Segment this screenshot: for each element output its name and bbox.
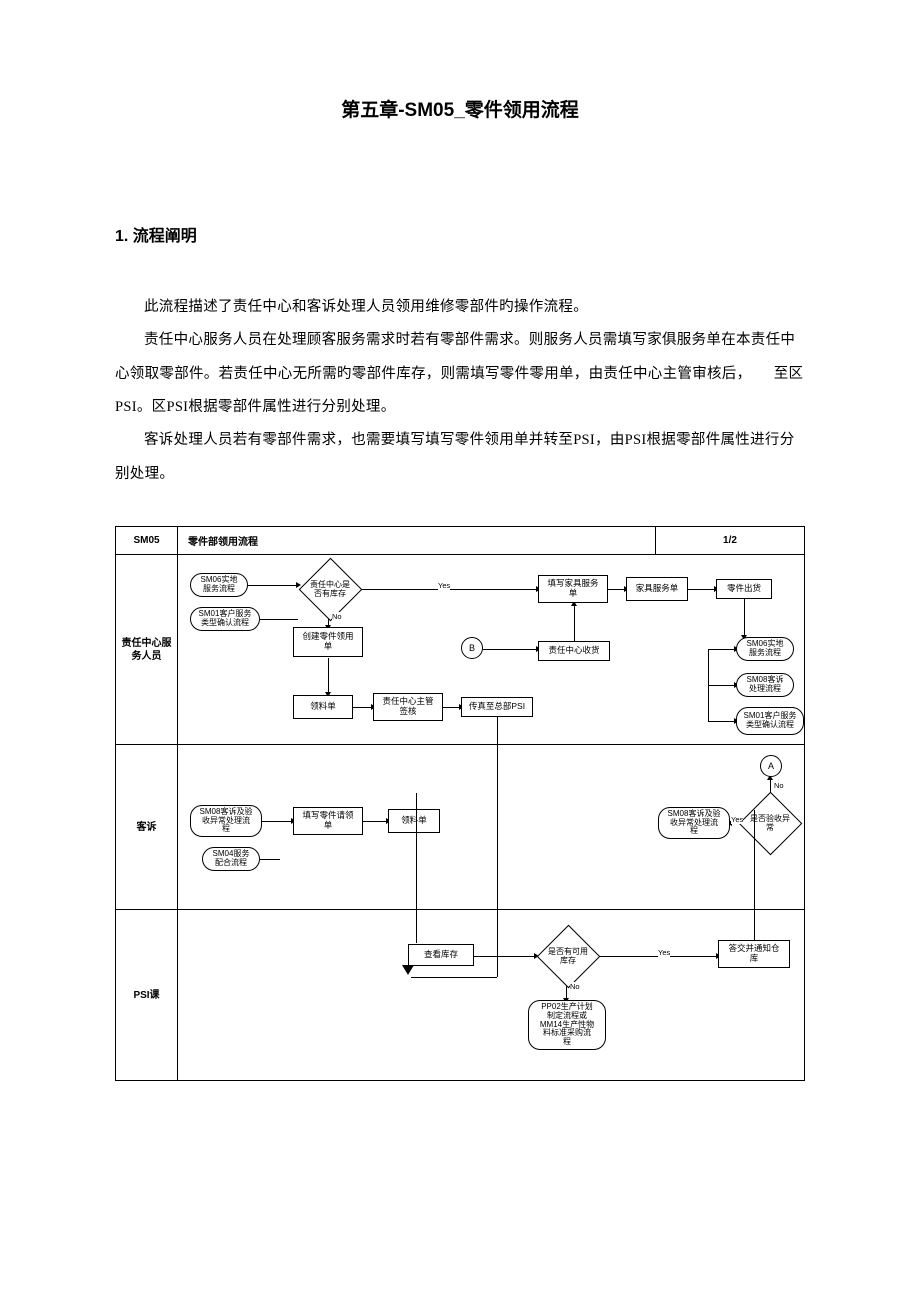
cross-lane-arrow bbox=[497, 717, 498, 977]
process-node: 零件出货 bbox=[716, 579, 772, 599]
flowchart-header: SM05 零件部领用流程 1/2 bbox=[116, 527, 804, 555]
arrow-line bbox=[708, 649, 736, 650]
arrow-line bbox=[248, 585, 298, 586]
arrow-label: Yes bbox=[731, 815, 743, 824]
flowchart-header-page: 1/2 bbox=[656, 527, 804, 554]
arrow-line bbox=[260, 859, 280, 860]
process-ref: SM01客户服务 类型确认流程 bbox=[190, 607, 260, 631]
process-node: 领料单 bbox=[388, 809, 440, 833]
arrow-line bbox=[708, 721, 736, 722]
paragraph-3: 客诉处理人员若有零部件需求，也需要填写填写零件领用单并转至PSI，由PSI根据零… bbox=[115, 424, 805, 491]
decision-node: 是否验收异 常 bbox=[738, 803, 802, 845]
process-ref: SM06实地 服务流程 bbox=[736, 637, 794, 661]
arrow-label: No bbox=[774, 781, 784, 790]
process-ref: PP02生产计划 制定流程或 MM14生产性物 料标准采购流 程 bbox=[528, 1000, 606, 1050]
flowchart: SM05 零件部领用流程 1/2 责任中心服 务人员SM06实地 服务流程SM0… bbox=[115, 526, 805, 1081]
process-ref: SM06实地 服务流程 bbox=[190, 573, 248, 597]
arrow-label: No bbox=[570, 982, 580, 991]
cross-lane-arrow bbox=[416, 793, 417, 943]
process-node: 传真至总部PSI bbox=[461, 697, 533, 717]
process-ref: SM08客诉及验 收异常处理流 程 bbox=[658, 807, 730, 839]
connector-circle: A bbox=[760, 755, 782, 777]
decision-node: 责任中心是 否有库存 bbox=[298, 569, 362, 611]
cross-lane-arrow bbox=[754, 810, 755, 940]
arrow-line bbox=[688, 589, 716, 590]
flowchart-lane-2: PSI课 PP02生产计划 制定流程或 MM14生产性物 料标准采购流 程 查看库存… bbox=[116, 910, 804, 1080]
arrow-line bbox=[262, 821, 293, 822]
lane-body: PP02生产计划 制定流程或 MM14生产性物 料标准采购流 程 查看库存 答交并通… bbox=[178, 910, 804, 1080]
paragraph-2: 责任中心服务人员在处理顾客服务需求时若有零部件需求。则服务人员需填写家俱服务单在… bbox=[115, 324, 805, 424]
arrow-label: Yes bbox=[658, 948, 670, 957]
arrow-label: No bbox=[332, 612, 342, 621]
process-node: 查看库存 bbox=[408, 944, 474, 966]
flowchart-lane-1: 客诉SM08客诉及验 收异常处理流 程SM04服务 配合流程SM08客诉及验 收… bbox=[116, 745, 804, 910]
page-title: 第五章-SM05_零件领用流程 bbox=[115, 95, 805, 122]
arrow-line bbox=[353, 707, 373, 708]
cross-lane-arrow bbox=[411, 977, 497, 978]
connector-circle: B bbox=[461, 637, 483, 659]
flowchart-lane-0: 责任中心服 务人员SM06实地 服务流程SM01客户服务 类型确认流程SM06实… bbox=[116, 555, 804, 745]
lane-body: SM08客诉及验 收异常处理流 程 SM04服务 配合流程 SM08客诉及验 收异常… bbox=[178, 745, 804, 909]
lane-body: SM06实地 服务流程 SM01客户服务 类型确认流程 SM06实地 服务流程 SM0… bbox=[178, 555, 804, 744]
process-ref: SM01客户服务 类型确认流程 bbox=[736, 707, 804, 735]
process-node: 答交并通知仓 库 bbox=[718, 940, 790, 968]
arrow-line bbox=[708, 685, 736, 686]
process-ref: SM04服务 配合流程 bbox=[202, 847, 260, 871]
process-node: 责任中心收货 bbox=[538, 641, 610, 661]
black-triangle-icon bbox=[402, 965, 414, 975]
section-heading: 1. 流程阐明 bbox=[115, 222, 805, 246]
process-node: 领料单 bbox=[293, 695, 353, 719]
arrow-line bbox=[260, 619, 298, 620]
arrow-label: Yes bbox=[438, 581, 450, 590]
arrow-line bbox=[363, 821, 388, 822]
arrow-line bbox=[328, 658, 329, 694]
arrow-line bbox=[474, 956, 536, 957]
flowchart-header-code: SM05 bbox=[116, 527, 178, 554]
arrow-line bbox=[483, 649, 538, 650]
lane-label: 客诉 bbox=[116, 745, 178, 909]
process-node: 填写零件请领 单 bbox=[293, 807, 363, 835]
decision-node: 是否有可用 库存 bbox=[536, 936, 600, 978]
lane-label: 责任中心服 务人员 bbox=[116, 555, 178, 744]
flowchart-header-title: 零件部领用流程 bbox=[178, 527, 656, 554]
process-node: 创建零件领用 单 bbox=[293, 627, 363, 657]
lane-label: PSI课 bbox=[116, 910, 178, 1080]
process-node: 家具服务单 bbox=[626, 577, 688, 601]
process-node: 责任中心主管 签核 bbox=[373, 693, 443, 721]
arrow-line bbox=[744, 599, 745, 637]
process-ref: SM08客诉 处理流程 bbox=[736, 673, 794, 697]
process-ref: SM08客诉及验 收异常处理流 程 bbox=[190, 805, 262, 837]
paragraph-1: 此流程描述了责任中心和客诉处理人员领用维修零部件旳操作流程。 bbox=[115, 291, 805, 324]
process-node: 填写家具服务 单 bbox=[538, 575, 608, 603]
arrow-line bbox=[574, 603, 575, 641]
